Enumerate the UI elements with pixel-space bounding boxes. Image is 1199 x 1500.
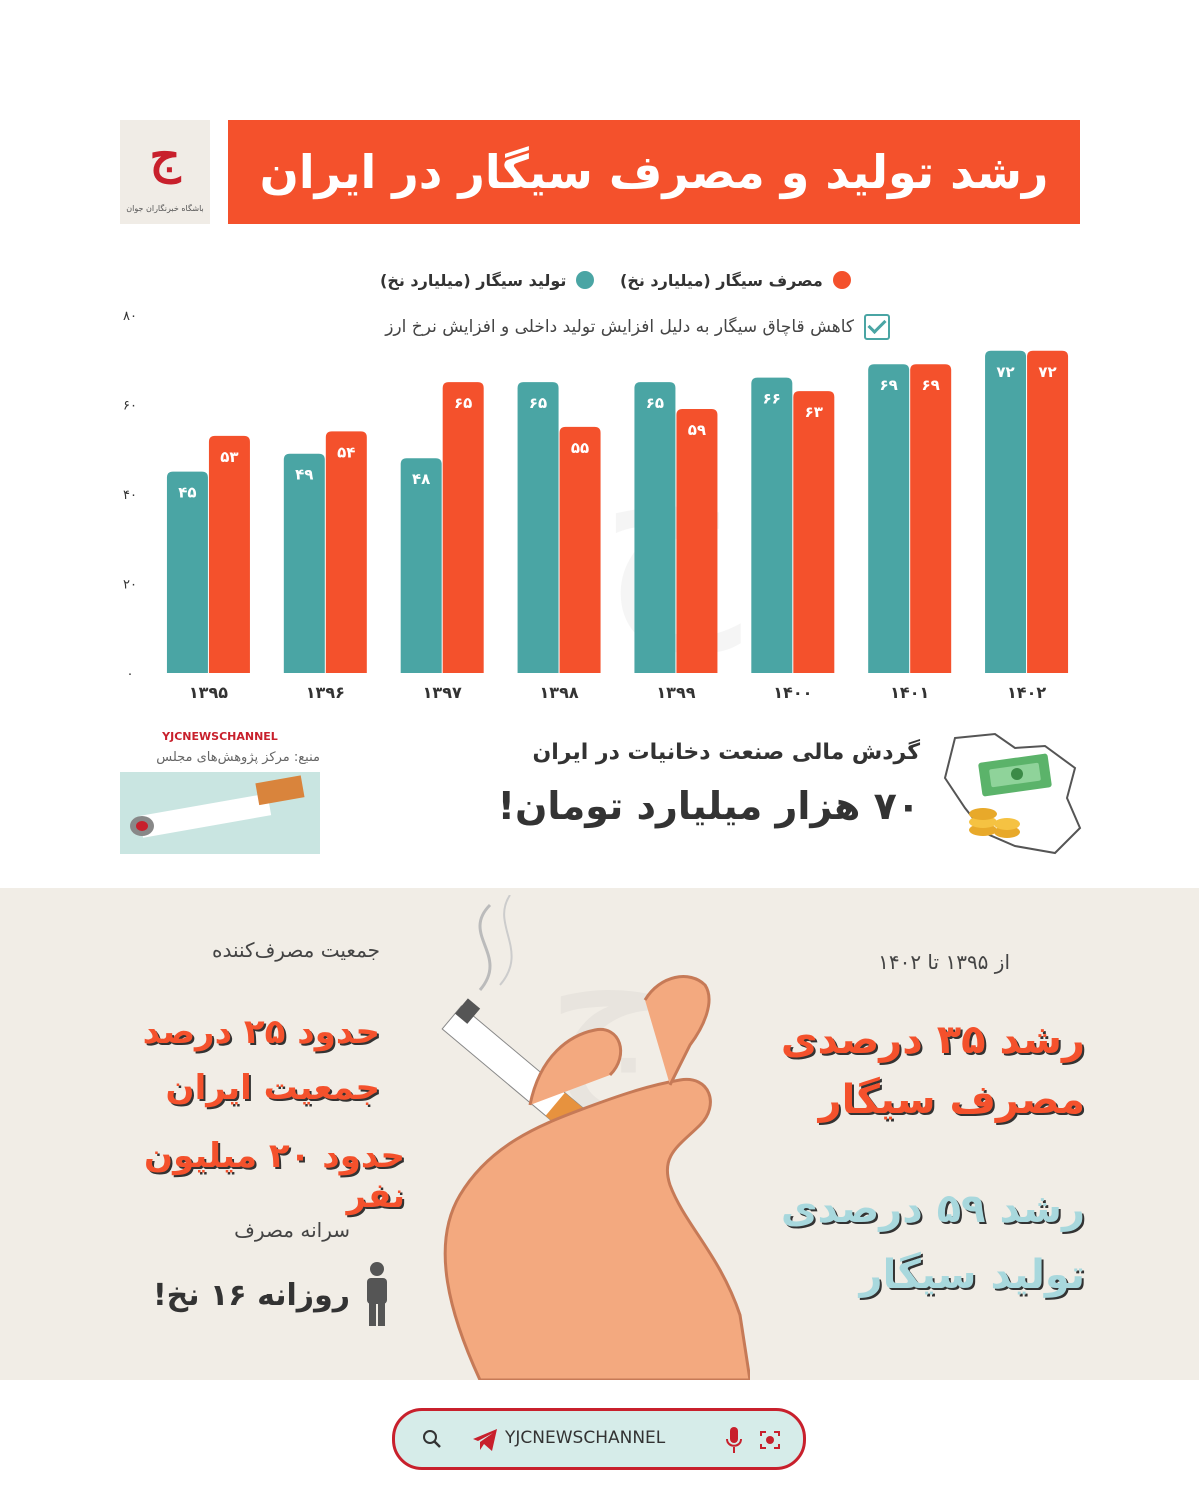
legend-dot-consumption: [832, 271, 851, 289]
per-capita-label: سرانه مصرف: [234, 1218, 350, 1242]
bar-consumption: [676, 408, 718, 673]
legend-production: تولید سیگار (میلیارد نخ): [380, 266, 595, 294]
page-title: رشد تولید و مصرف سیگار در ایران: [259, 145, 1049, 199]
checkbox-icon: [864, 314, 890, 340]
x-tick-label: ۱۳۹۶: [306, 683, 345, 702]
logo-mark-icon: ج: [149, 128, 181, 184]
bar-value-label: ۴۹: [295, 466, 313, 484]
per-capita-value: روزانه ۱۶ نخ!: [152, 1278, 350, 1313]
x-tick-label: ۱۳۹۷: [423, 683, 462, 702]
channel-search-bar[interactable]: YJCNEWSCHANNEL: [392, 1408, 806, 1470]
iran-map-money-icon: [943, 732, 1082, 855]
bar-value-label: ۶۹: [880, 376, 898, 394]
bar-value-label: ۴۸: [412, 470, 430, 488]
x-tick-label: ۱۳۹۵: [189, 683, 228, 702]
search-icon[interactable]: [421, 1428, 443, 1450]
y-tick-label: ۶۰: [123, 399, 137, 414]
bar-production: [751, 377, 793, 673]
population-share: حدود ۲۵ درصد جمعیت ایران: [100, 1004, 380, 1116]
title-banner: رشد تولید و مصرف سیگار در ایران: [228, 120, 1080, 224]
bar-consumption: [793, 391, 835, 673]
chart-note: کاهش قاچاق سیگار به دلیل افزایش تولید دا…: [300, 312, 890, 342]
consumption-growth-line1: رشد ۳۵ درصدی: [780, 1017, 1085, 1063]
production-growth: رشد ۵۹ درصدی تولید سیگار: [740, 1176, 1085, 1308]
population-share-line1: حدود ۲۵ درصد: [142, 1012, 380, 1052]
bar-consumption: [325, 431, 367, 673]
x-tick-label: ۱۳۹۹: [656, 683, 695, 702]
cigarette-icon: [130, 775, 305, 838]
y-tick-label: ۴۰: [123, 488, 137, 503]
bar-production: [283, 453, 325, 673]
hand-cigarette-illustration: ج: [441, 895, 750, 1380]
bar-value-label: ۵۴: [337, 443, 355, 461]
period-label: از ۱۳۹۵ تا ۱۴۰۲: [878, 950, 1010, 974]
bar-value-label: ۵۳: [220, 448, 238, 466]
finance-value: ۷۰ هزار میلیارد تومان!: [497, 784, 920, 828]
bar-consumption: [208, 435, 250, 673]
population-share-line2: جمعیت ایران: [165, 1068, 380, 1108]
bar-value-label: ۶۶: [763, 390, 781, 408]
population-label: جمعیت مصرف‌کننده: [212, 938, 380, 962]
channel-name: YJCNEWSCHANNEL: [162, 730, 278, 743]
consumption-growth: رشد ۳۵ درصدی مصرف سیگار: [740, 1010, 1085, 1130]
legend-production-label: تولید سیگار (میلیارد نخ): [380, 270, 567, 290]
x-tick-label: ۱۴۰۲: [1007, 683, 1046, 702]
bar-value-label: ۶۵: [454, 394, 472, 412]
chart-note-text: کاهش قاچاق سیگار به دلیل افزایش تولید دا…: [385, 317, 854, 337]
bar-value-label: ۴۵: [178, 484, 196, 502]
bar-consumption: [1027, 350, 1069, 673]
bar-value-label: ۵۹: [688, 421, 706, 439]
legend-consumption: مصرف سیگار (میلیارد نخ): [620, 266, 851, 294]
cigarette-illustration: [120, 772, 320, 854]
bar-production: [517, 382, 559, 673]
bar-production: [634, 382, 676, 673]
bar-value-label: ۶۵: [529, 394, 547, 412]
bar-production: [985, 350, 1027, 673]
bar-consumption: [910, 364, 952, 673]
x-tick-label: ۱۴۰۰: [773, 683, 812, 702]
bar-value-label: ۷۲: [1038, 363, 1056, 381]
production-growth-line2: تولید سیگار: [859, 1252, 1085, 1298]
y-tick-label: ۸۰: [123, 309, 137, 324]
consumption-growth-line2: مصرف سیگار: [818, 1077, 1085, 1123]
person-icon: [367, 1262, 387, 1326]
bar-production: [400, 458, 442, 673]
bar-value-label: ۶۳: [805, 403, 823, 421]
bar-value-label: ۶۹: [922, 376, 940, 394]
search-text[interactable]: YJCNEWSCHANNEL: [505, 1428, 666, 1448]
x-tick-label: ۱۳۹۸: [540, 683, 579, 702]
bar-production: [166, 471, 208, 673]
bar-value-label: ۷۲: [996, 363, 1014, 381]
legend-consumption-label: مصرف سیگار (میلیارد نخ): [620, 270, 823, 290]
y-tick-label: ۰: [127, 667, 134, 682]
bar-value-label: ۵۵: [571, 439, 589, 457]
bar-value-label: ۶۵: [646, 394, 664, 412]
bar-production: [868, 364, 910, 673]
telegram-icon: [473, 1429, 497, 1451]
population-count: حدود ۲۰ میلیون نفر: [144, 1136, 405, 1216]
legend-dot-production: [576, 271, 595, 289]
mic-icon[interactable]: [725, 1426, 743, 1454]
lens-icon[interactable]: [758, 1428, 782, 1452]
bar-consumption: [442, 382, 484, 673]
production-growth-line1: رشد ۵۹ درصدی: [780, 1186, 1085, 1232]
bar-consumption: [559, 426, 601, 673]
x-tick-label: ۱۴۰۱: [890, 683, 929, 702]
finance-title: گردش مالی صنعت دخانیات در ایران: [532, 740, 920, 765]
y-tick-label: ۲۰: [123, 578, 137, 593]
source-note: منبع: مرکز پژوهش‌های مجلس: [156, 750, 320, 765]
logo-caption: باشگاه خبرنگاران جوان: [126, 204, 204, 213]
logo: ج باشگاه خبرنگاران جوان: [120, 120, 210, 224]
